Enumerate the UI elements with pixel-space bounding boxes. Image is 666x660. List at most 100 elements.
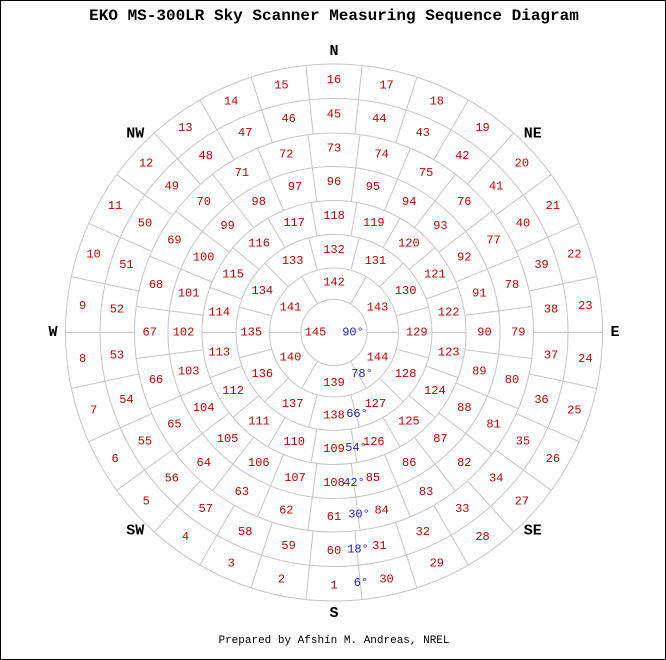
- compass-label-s: S: [329, 605, 338, 622]
- sector-boundary-line: [413, 200, 436, 229]
- sector-boundary-line: [529, 283, 563, 292]
- sector-boundary-line: [464, 349, 499, 355]
- sector-boundary-line: [397, 485, 411, 518]
- sector-boundary-line: [413, 436, 436, 465]
- patch-number: 83: [419, 485, 433, 499]
- patch-number: 82: [457, 456, 471, 470]
- sector-boundary-line: [495, 194, 524, 216]
- sector-boundary-line: [350, 394, 360, 428]
- sector-boundary-line: [144, 194, 173, 216]
- patch-number: 105: [217, 432, 239, 446]
- patch-number: 50: [138, 216, 152, 230]
- patch-number: 85: [366, 471, 380, 485]
- patch-number: 31: [372, 539, 386, 553]
- sector-boundary-line: [71, 380, 106, 389]
- patch-number: 119: [363, 216, 385, 230]
- patch-number: 58: [238, 525, 252, 539]
- sector-boundary-line: [355, 497, 361, 531]
- sector-boundary-line: [257, 147, 271, 180]
- patch-number: 39: [534, 258, 548, 272]
- sector-boundary-line: [199, 534, 218, 566]
- compass-label-e: E: [610, 324, 619, 341]
- sector-boundary-line: [434, 463, 456, 492]
- sector-boundary-line: [498, 305, 532, 312]
- sector-boundary-line: [301, 360, 318, 389]
- patch-number: 125: [398, 415, 420, 429]
- sector-boundary-line: [239, 348, 272, 359]
- patch-number: 30: [379, 573, 393, 587]
- sector-boundary-line: [311, 167, 318, 202]
- sector-boundary-line: [309, 530, 314, 566]
- sector-boundary-line: [209, 286, 243, 300]
- patch-number: 72: [279, 148, 293, 162]
- patch-number: 42: [455, 149, 469, 163]
- patch-number: 136: [252, 367, 274, 381]
- sector-boundary-line: [144, 449, 173, 471]
- elevation-label: 18°: [347, 543, 369, 557]
- band-circle: [99, 98, 569, 567]
- sector-boundary-line: [467, 158, 491, 185]
- sector-boundary-line: [201, 412, 230, 434]
- sector-boundary-line: [264, 262, 289, 288]
- sector-boundary-line: [264, 377, 289, 403]
- sector-boundary-line: [136, 305, 170, 312]
- patch-number-zenith: 145: [305, 326, 327, 340]
- sector-boundary-line: [267, 217, 286, 248]
- patch-number: 73: [327, 141, 341, 155]
- patch-number: 126: [363, 435, 385, 449]
- patch-number: 11: [108, 199, 122, 213]
- elevation-label: 30°: [348, 508, 370, 522]
- patch-number: 33: [455, 502, 469, 516]
- sector-boundary-line: [350, 276, 367, 305]
- patch-number: 47: [238, 126, 252, 140]
- band-circle: [134, 132, 534, 533]
- patch-number: 21: [546, 199, 560, 213]
- compass-labels: N NE E SE S SW W NW: [48, 43, 619, 622]
- patch-number: 139: [323, 376, 345, 390]
- sector-boundary-line: [305, 65, 311, 100]
- sector-boundary-line: [311, 463, 318, 498]
- sector-boundary-line: [169, 310, 204, 316]
- sector-boundary-line: [232, 200, 255, 229]
- sector-boundary-line: [490, 506, 515, 533]
- patch-number: 37: [544, 348, 558, 362]
- patch-number: 40: [516, 216, 530, 230]
- compass-label-ne: NE: [524, 125, 542, 142]
- patch-number: 35: [516, 435, 530, 449]
- patch-number: 99: [220, 219, 234, 233]
- patch-number: 132: [323, 243, 345, 257]
- patch-number: 66: [149, 373, 163, 387]
- patch-number: 144: [367, 351, 389, 365]
- patch-number: 78: [505, 278, 519, 292]
- sector-boundary-line: [308, 237, 318, 271]
- sector-boundary-line: [455, 382, 488, 397]
- elevation-label: 42°: [343, 476, 365, 490]
- sector-boundary-line: [438, 412, 467, 434]
- patch-number: 70: [197, 195, 211, 209]
- sector-boundary-line: [498, 353, 532, 360]
- elevation-label: 6°: [354, 576, 368, 590]
- patch-number: 92: [457, 250, 471, 264]
- patch-number: 19: [475, 121, 489, 135]
- patch-number: 43: [416, 126, 430, 140]
- patch-number: 20: [515, 156, 529, 170]
- sector-boundary-line: [490, 132, 515, 159]
- sector-boundary-line: [175, 210, 203, 232]
- patch-number: 131: [365, 254, 387, 268]
- sector-boundary-line: [250, 554, 263, 589]
- sector-boundary-line: [516, 236, 548, 252]
- patch-number: 110: [283, 435, 305, 449]
- patch-number: 59: [281, 539, 295, 553]
- sector-boundary-line: [562, 380, 597, 389]
- patch-number: 140: [280, 351, 302, 365]
- sector-boundary-line: [405, 76, 418, 111]
- patch-number: 122: [438, 305, 460, 319]
- sector-boundary-line: [239, 306, 272, 317]
- patch-number: 135: [240, 326, 262, 340]
- sector-boundary-line: [395, 522, 407, 556]
- patch-number: 101: [178, 287, 200, 301]
- patch-number: 6: [112, 452, 119, 466]
- patch-number: 53: [110, 348, 124, 362]
- sector-boundary-line: [408, 395, 436, 418]
- sector-boundary-line: [307, 497, 313, 531]
